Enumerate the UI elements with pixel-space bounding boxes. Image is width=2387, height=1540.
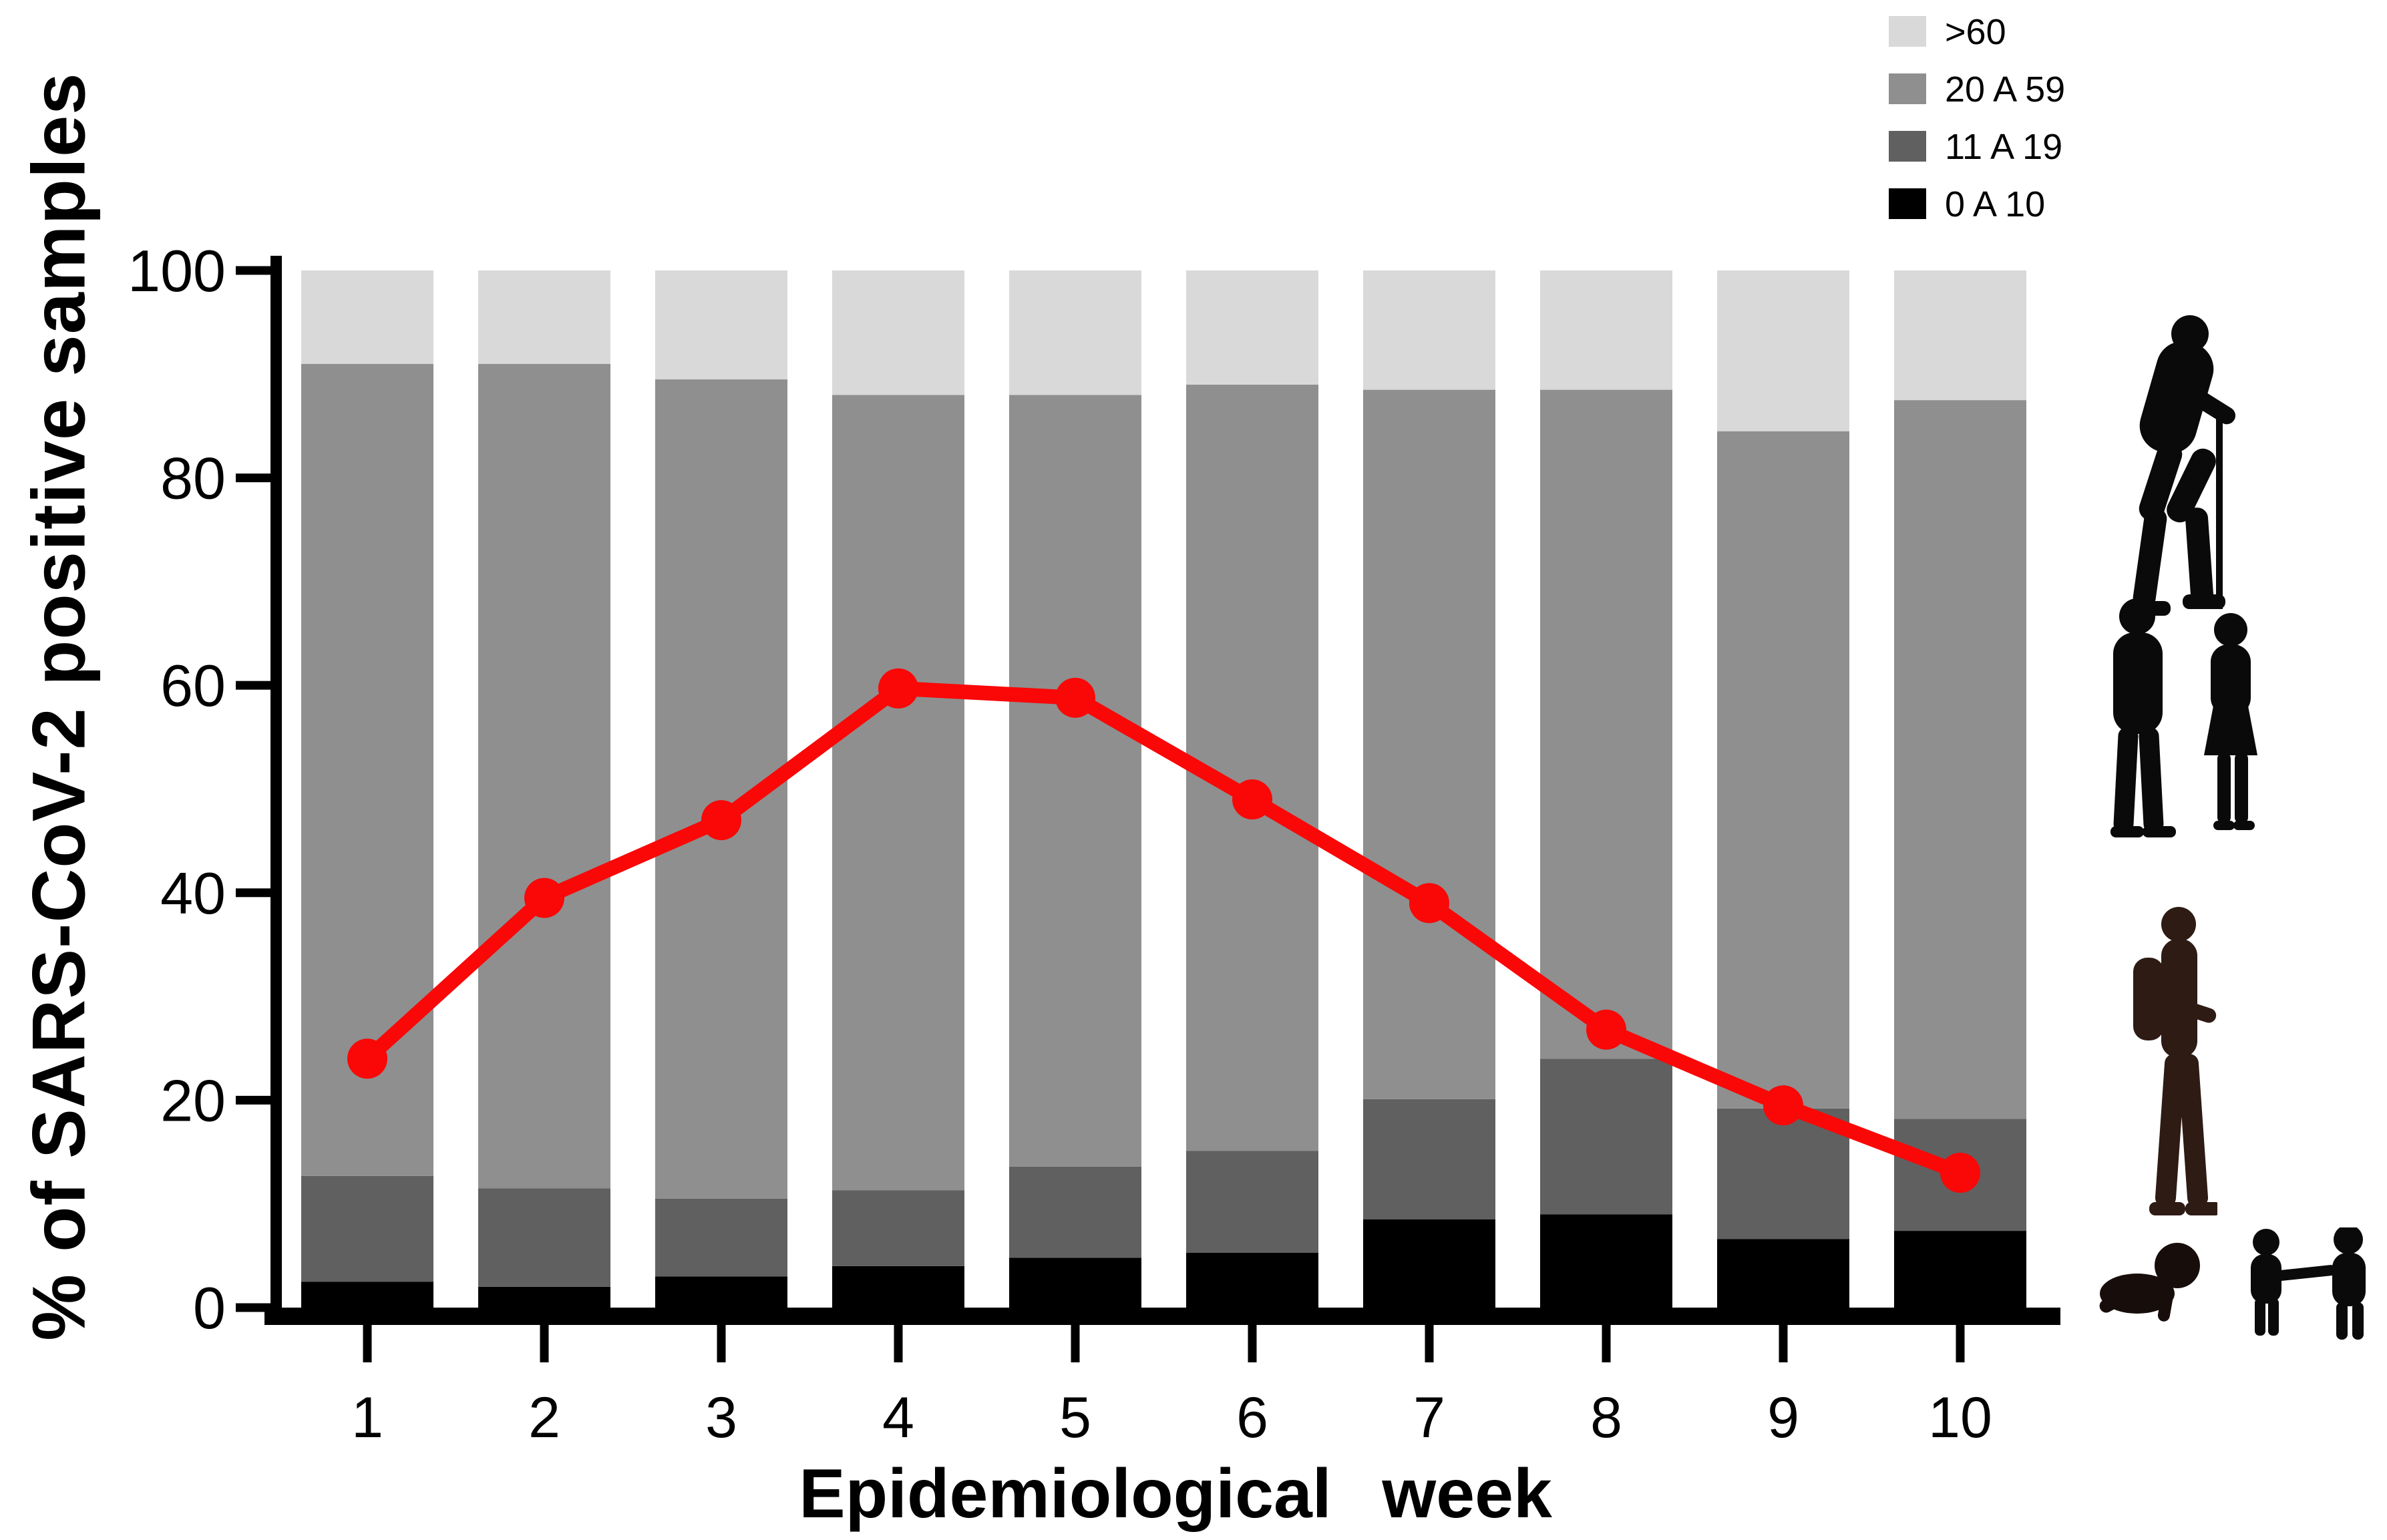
elderly-person-icon: [2127, 315, 2236, 616]
teenager-icon: [2133, 907, 2217, 1215]
x-tick-label: 9: [1767, 1386, 1799, 1450]
x-tick-label: 8: [1590, 1386, 1622, 1450]
legend-swatch-1: [1889, 73, 1926, 104]
bar-segment-week2-11A19: [478, 1188, 610, 1287]
bar-segment-week5->60: [1009, 270, 1141, 395]
x-tick: [1071, 1325, 1080, 1362]
bar-segment-week4->60: [832, 270, 964, 395]
bar-segment-week4-0A10: [832, 1266, 964, 1308]
bar-segment-week10-20A59: [1894, 400, 2026, 1119]
trend-point-week7: [1409, 883, 1449, 924]
y-tick: [236, 266, 270, 275]
y-tick-label: 0: [193, 1275, 226, 1341]
legend-label-3: 0 A 10: [1945, 184, 2045, 224]
bar-segment-week7-0A10: [1363, 1219, 1495, 1308]
x-tick-label: 5: [1059, 1386, 1091, 1450]
trend-point-week10: [1940, 1153, 1980, 1193]
bar-segment-week8->60: [1540, 270, 1672, 390]
bar-segment-week6->60: [1186, 270, 1318, 385]
y-tick: [236, 888, 270, 898]
trend-point-week8: [1586, 1009, 1626, 1050]
bar-segment-week9-0A10: [1717, 1239, 1849, 1308]
y-tick-label: 60: [160, 652, 226, 719]
x-axis-title: Epidemiological week: [799, 1455, 1552, 1533]
bar-segment-week6-0A10: [1186, 1252, 1318, 1308]
trend-point-week1: [347, 1038, 387, 1079]
trend-point-week3: [701, 800, 741, 841]
legend-swatch-2: [1889, 131, 1926, 162]
x-tick: [1425, 1325, 1434, 1362]
bar-segment-week9->60: [1717, 270, 1849, 431]
x-tick-label: 4: [882, 1386, 914, 1450]
y-tick: [236, 1095, 270, 1105]
bar-segment-week2-20A59: [478, 363, 610, 1189]
bar-segment-week10-0A10: [1894, 1231, 2026, 1308]
trend-point-week4: [878, 668, 918, 709]
x-tick-label: 3: [705, 1386, 737, 1450]
bar-segment-week5-20A59: [1009, 395, 1141, 1167]
x-tick: [1956, 1325, 1965, 1362]
trend-point-week5: [1055, 677, 1095, 718]
bar-segment-week6-11A19: [1186, 1151, 1318, 1253]
x-tick-label: 10: [1928, 1386, 1992, 1450]
bar-segment-week4-20A59: [832, 395, 964, 1191]
y-tick-label: 20: [160, 1067, 226, 1133]
bar-segment-week1-11A19: [301, 1175, 433, 1282]
bar-segment-week9-11A19: [1717, 1108, 1849, 1239]
y-axis-line: [270, 256, 282, 1325]
bar-segment-week3->60: [655, 270, 787, 380]
trend-line: [360, 681, 1968, 1181]
bar-segment-week8-11A19: [1540, 1058, 1672, 1215]
x-tick: [717, 1325, 726, 1362]
bar-segment-week7-20A59: [1363, 389, 1495, 1099]
bar-segment-week3-0A10: [655, 1276, 787, 1308]
legend-label-1: 20 A 59: [1945, 69, 2065, 110]
x-tick: [1779, 1325, 1788, 1362]
bar-segment-week1->60: [301, 270, 433, 364]
bar-segment-week2->60: [478, 270, 610, 364]
y-tick: [236, 1303, 270, 1312]
bar-segment-week7-11A19: [1363, 1099, 1495, 1219]
x-tick-label: 1: [351, 1386, 383, 1450]
legend-label-2: 11 A 19: [1945, 127, 2062, 167]
bar-segment-week2-0A10: [478, 1286, 610, 1308]
y-tick-label: 100: [128, 238, 226, 304]
bar-segment-week7->60: [1363, 270, 1495, 390]
x-axis-line: [264, 1308, 2060, 1325]
y-tick-label: 40: [160, 860, 226, 926]
bar-segment-week8-0A10: [1540, 1214, 1672, 1308]
bar-segment-week5-11A19: [1009, 1166, 1141, 1258]
bar-segment-week1-0A10: [301, 1282, 433, 1308]
y-tick: [236, 681, 270, 690]
x-tick-label: 6: [1236, 1386, 1268, 1450]
x-tick-label: 7: [1413, 1386, 1445, 1450]
bar-segment-week9-20A59: [1717, 431, 1849, 1109]
bar-segment-week4-11A19: [832, 1190, 964, 1266]
bar-segment-week8-20A59: [1540, 389, 1672, 1059]
x-tick: [1248, 1325, 1257, 1362]
bar-segment-week5-0A10: [1009, 1258, 1141, 1308]
x-tick-label: 2: [528, 1386, 560, 1450]
legend-label-0: >60: [1945, 12, 2006, 52]
children-holding-hands-icon: [2251, 1227, 2366, 1340]
adult-couple-icon: [2110, 598, 2257, 837]
x-tick: [363, 1325, 372, 1362]
bar-segment-week10->60: [1894, 270, 2026, 401]
x-tick: [540, 1325, 549, 1362]
y-tick: [236, 473, 270, 483]
trend-point-week9: [1763, 1085, 1803, 1126]
y-tick-label: 80: [160, 445, 226, 512]
legend-swatch-3: [1889, 188, 1926, 219]
x-tick: [894, 1325, 903, 1362]
trend-point-week2: [524, 878, 564, 918]
x-tick: [1602, 1325, 1611, 1362]
trend-point-week6: [1232, 779, 1272, 820]
baby-icon: [2099, 1243, 2200, 1322]
legend-swatch-0: [1889, 16, 1926, 47]
bar-segment-week3-11A19: [655, 1198, 787, 1277]
